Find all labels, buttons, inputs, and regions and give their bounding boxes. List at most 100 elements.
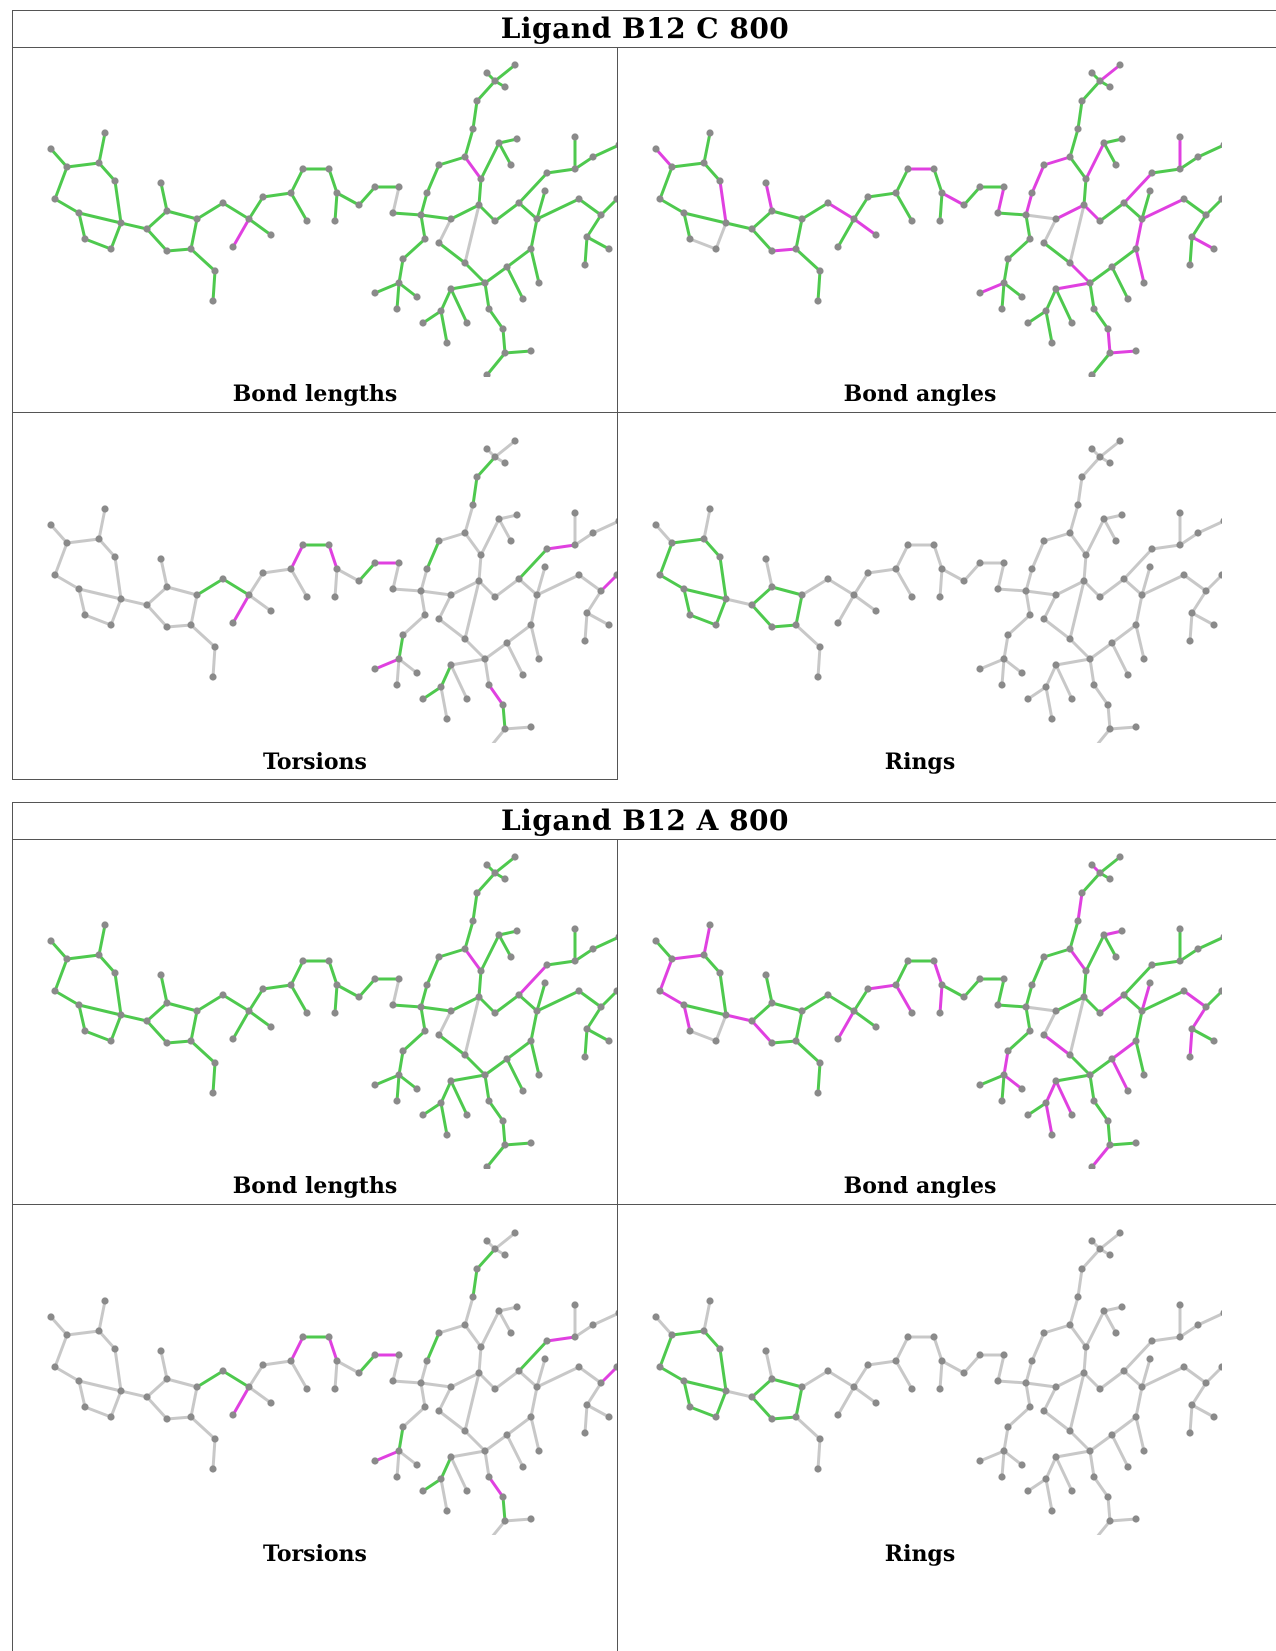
bond [1054,1079,1074,1117]
bond [463,1371,481,1433]
atom [814,673,822,681]
atom [393,681,401,689]
bond [702,507,712,541]
bond [493,1369,521,1391]
bond [1068,919,1080,951]
atom [193,215,201,223]
atom [1088,1237,1096,1245]
bond [750,1377,774,1399]
atom [605,621,613,629]
atom [1024,1487,1032,1495]
bond [1134,247,1146,285]
bond [1102,933,1118,959]
bond [1024,191,1034,217]
atom [287,189,295,197]
bond [599,989,617,1009]
atom [355,1369,363,1377]
bond [1042,241,1072,265]
bond [852,195,870,221]
bond [517,993,539,1013]
atom [656,571,664,579]
bond [1092,683,1110,707]
atom [1000,279,1008,287]
atom [716,553,724,561]
atom [864,1361,872,1369]
atom [437,1099,445,1107]
atom [1090,305,1098,313]
atom [63,539,71,547]
bond [1092,307,1110,331]
bond [682,587,728,601]
atom [209,1465,217,1473]
bond [53,957,69,993]
atom [267,607,275,615]
atom [81,235,89,243]
atom [1132,621,1140,629]
molecule-diagram [652,1229,1222,1535]
bond [1110,1433,1130,1469]
atom [187,1037,195,1045]
atom [680,585,688,593]
atom [101,505,109,513]
atom [1138,1383,1146,1391]
bond [1088,657,1096,687]
bond [1054,1449,1092,1459]
atom [395,279,403,287]
atom [117,1387,125,1395]
atom [1088,1163,1096,1169]
bond [49,147,69,169]
bond [487,1099,505,1123]
atom [1138,215,1146,223]
bond [247,593,273,613]
bond [479,141,501,181]
atom [101,129,109,137]
bond [357,977,377,999]
atom [399,1047,407,1055]
bond [1122,171,1154,205]
atom [515,991,523,999]
atom [421,1403,429,1411]
bond [750,227,774,253]
bond [1082,553,1088,583]
bond [750,1395,774,1421]
atom [1004,1423,1012,1431]
atom [581,261,589,269]
bond [1054,663,1074,701]
atom [495,139,503,147]
atom [219,991,227,999]
atom [1124,295,1132,303]
bond [702,923,712,957]
bond [195,1369,225,1389]
atom [143,1017,151,1025]
atom [1018,669,1026,677]
atom [1052,591,1060,599]
bond [449,1455,469,1493]
atom [211,1435,219,1443]
atom [259,1361,267,1369]
atom [1026,235,1034,243]
atom [1068,695,1076,703]
atom [615,1310,617,1316]
atom [994,1377,1002,1385]
block-title: Ligand B12 C 800 [13,10,1276,48]
atom [575,571,583,579]
panel-caption: Torsions [263,1541,367,1567]
atom [107,245,115,253]
bond [357,561,377,583]
atom [1186,261,1194,269]
bond [978,1449,1006,1463]
bond [770,623,798,629]
atom [443,1507,451,1515]
atom [473,889,481,897]
bond [836,593,856,625]
bond [1106,703,1112,731]
atom [421,235,429,243]
bond [718,1347,728,1393]
atom [461,635,469,643]
atom [267,1399,275,1407]
atom [1108,1431,1116,1439]
atom [443,715,451,723]
bond [1140,573,1186,597]
bond [682,1379,728,1393]
bond [425,539,441,571]
